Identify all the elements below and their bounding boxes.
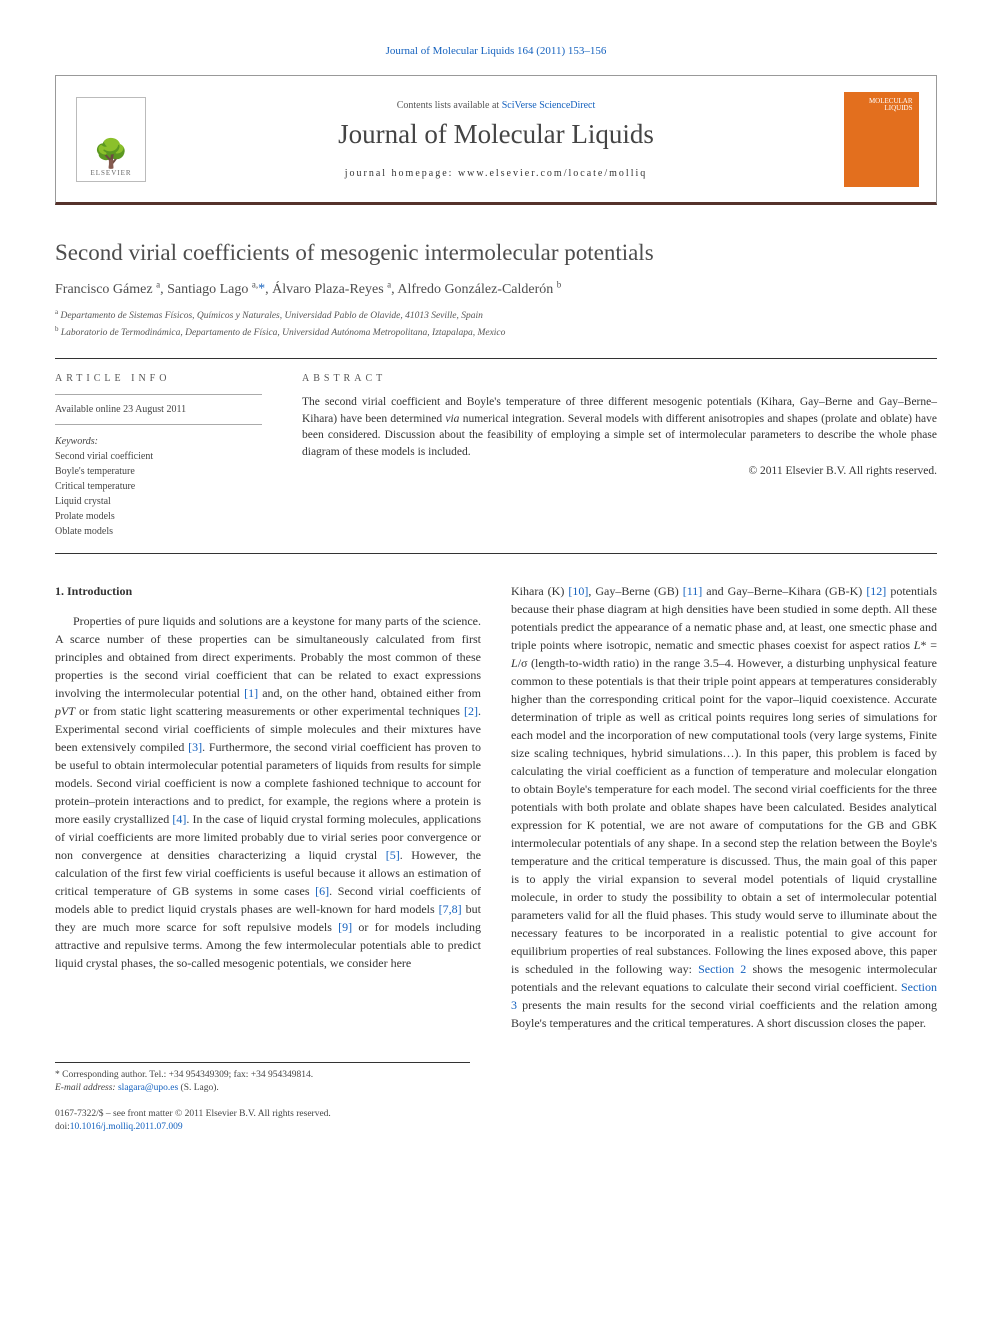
ref-link[interactable]: [6] <box>315 884 329 898</box>
article-info-block: ARTICLE INFO Available online 23 August … <box>55 359 280 553</box>
keyword-item: Boyle's temperature <box>55 464 262 479</box>
cover-title: MOLECULAR LIQUIDS <box>850 98 913 113</box>
scidirect-link[interactable]: SciVerse ScienceDirect <box>502 100 596 111</box>
contents-prefix: Contents lists available at <box>397 100 502 111</box>
keywords-label: Keywords: <box>55 434 262 449</box>
ref-link[interactable]: [2] <box>464 704 478 718</box>
doi-line: doi:10.1016/j.molliq.2011.07.009 <box>55 1121 937 1134</box>
ref-link[interactable]: [5] <box>386 848 400 862</box>
article-title: Second virial coefficients of mesogenic … <box>55 240 937 266</box>
keyword-item: Oblate models <box>55 524 262 539</box>
body-columns: 1. Introduction Properties of pure liqui… <box>55 582 937 1032</box>
contents-list-line: Contents lists available at SciVerse Sci… <box>166 100 826 111</box>
corr-email-line: E-mail address: slagara@upo.es (S. Lago)… <box>55 1082 470 1095</box>
intro-paragraph-cont: Kihara (K) [10], Gay–Berne (GB) [11] and… <box>511 582 937 1032</box>
section-link[interactable]: Section 2 <box>698 962 746 976</box>
ref-link[interactable]: [7,8] <box>439 902 462 916</box>
citation-link[interactable]: Journal of Molecular Liquids 164 (2011) … <box>386 45 607 57</box>
available-online: Available online 23 August 2011 <box>55 395 262 425</box>
issn-line: 0167-7322/$ – see front matter © 2011 El… <box>55 1108 937 1121</box>
keyword-item: Second virial coefficient <box>55 449 262 464</box>
tree-icon: 🌳 <box>94 141 129 169</box>
ref-link[interactable]: [9] <box>338 920 352 934</box>
journal-homepage: journal homepage: www.elsevier.com/locat… <box>166 168 826 179</box>
ref-link[interactable]: [12] <box>866 584 886 598</box>
citation-header: Journal of Molecular Liquids 164 (2011) … <box>55 45 937 57</box>
abstract-block: ABSTRACT The second virial coefficient a… <box>280 359 937 553</box>
keywords-block: Keywords: Second virial coefficient Boyl… <box>55 425 262 539</box>
ref-link[interactable]: [4] <box>172 812 186 826</box>
section-1-heading: 1. Introduction <box>55 582 481 600</box>
bottom-copyright: 0167-7322/$ – see front matter © 2011 El… <box>55 1108 937 1135</box>
article-info-header: ARTICLE INFO <box>55 373 262 395</box>
email-link[interactable]: slagara@upo.es <box>118 1083 178 1093</box>
ref-link[interactable]: [3] <box>188 740 202 754</box>
email-owner: (S. Lago). <box>178 1083 219 1093</box>
authors-part-2: , Álvaro Plaza-Reyes a, Alfredo González… <box>265 282 561 297</box>
publisher-logo-area: 🌳 ELSEVIER <box>56 97 166 182</box>
corr-author-line: * Corresponding author. Tel.: +34 954349… <box>55 1069 470 1082</box>
homepage-prefix: journal homepage: <box>345 168 458 179</box>
section-link[interactable]: Section 3 <box>511 980 937 1012</box>
article-meta-section: ARTICLE INFO Available online 23 August … <box>55 358 937 554</box>
doi-link[interactable]: 10.1016/j.molliq.2011.07.009 <box>70 1122 183 1132</box>
abstract-header: ABSTRACT <box>302 373 937 394</box>
author-list: Francisco Gámez a, Santiago Lago a,*, Ál… <box>55 279 937 298</box>
journal-header-box: 🌳 ELSEVIER Contents lists available at S… <box>55 75 937 205</box>
affiliation-a: a Departamento de Sistemas Físicos, Quím… <box>55 308 937 321</box>
homepage-url: www.elsevier.com/locate/molliq <box>458 168 647 179</box>
intro-paragraph: Properties of pure liquids and solutions… <box>55 612 481 972</box>
ref-link[interactable]: [1] <box>244 686 258 700</box>
keyword-item: Liquid crystal <box>55 494 262 509</box>
keyword-item: Critical temperature <box>55 479 262 494</box>
keyword-item: Prolate models <box>55 509 262 524</box>
publisher-name: ELSEVIER <box>90 169 131 177</box>
affiliation-b: b Laboratorio de Termodinámica, Departam… <box>55 325 937 338</box>
ref-link[interactable]: [10] <box>568 584 588 598</box>
abstract-text: The second virial coefficient and Boyle'… <box>302 394 937 461</box>
elsevier-logo: 🌳 ELSEVIER <box>76 97 146 182</box>
doi-prefix: doi: <box>55 1122 70 1132</box>
column-right: Kihara (K) [10], Gay–Berne (GB) [11] and… <box>511 582 937 1032</box>
ref-link[interactable]: [11] <box>683 584 703 598</box>
abstract-copyright: © 2011 Elsevier B.V. All rights reserved… <box>302 465 937 477</box>
column-left: 1. Introduction Properties of pure liqui… <box>55 582 481 1032</box>
corresponding-footnote: * Corresponding author. Tel.: +34 954349… <box>55 1062 470 1096</box>
authors-part-1: Francisco Gámez a, Santiago Lago a, <box>55 282 258 297</box>
journal-cover-thumbnail: MOLECULAR LIQUIDS <box>844 92 919 187</box>
header-center: Contents lists available at SciVerse Sci… <box>166 100 826 179</box>
journal-title: Journal of Molecular Liquids <box>166 119 826 150</box>
journal-cover-area: MOLECULAR LIQUIDS <box>826 92 936 187</box>
email-label: E-mail address: <box>55 1083 116 1093</box>
